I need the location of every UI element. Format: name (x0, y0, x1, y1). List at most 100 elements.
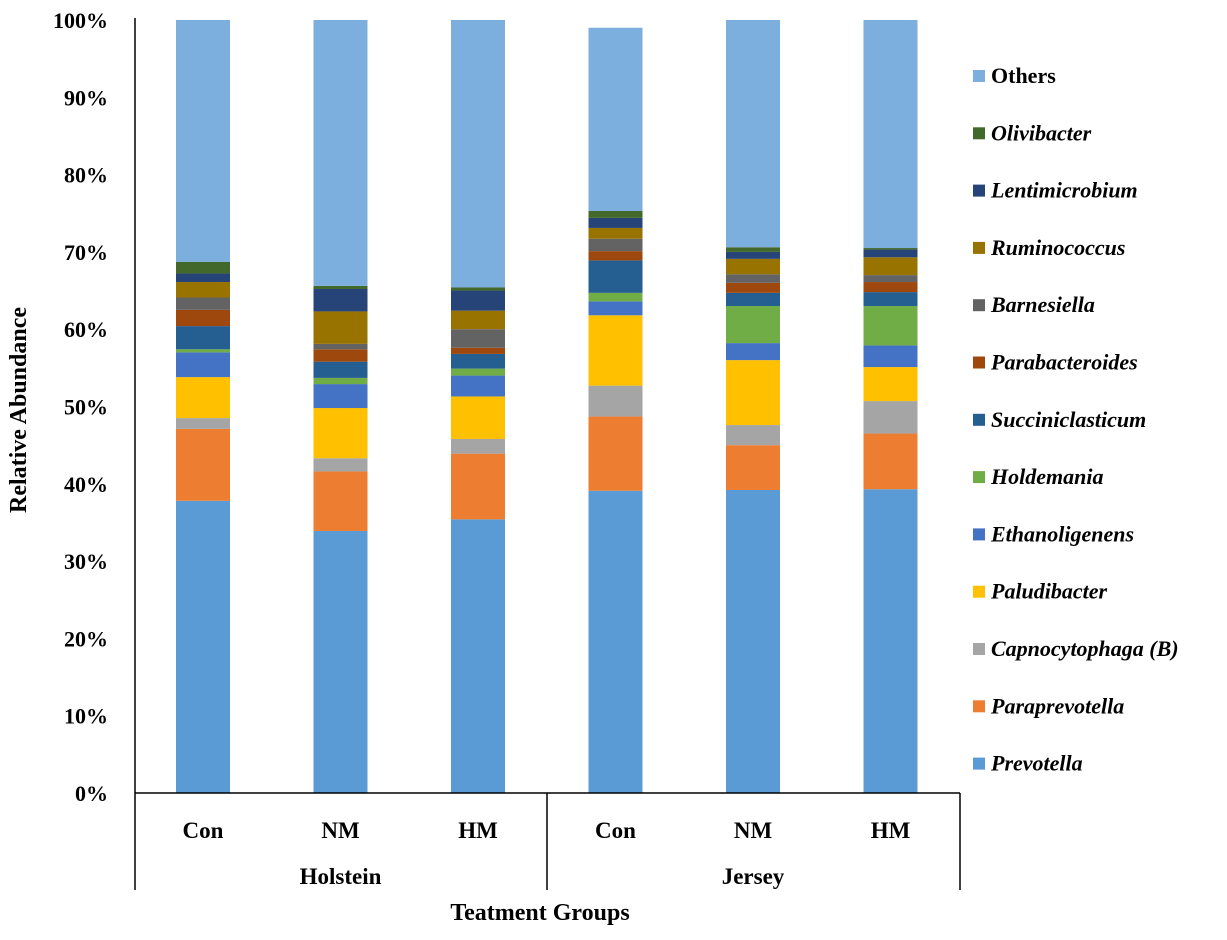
legend-label: Prevotella (990, 751, 1083, 776)
bar-segment-ruminococcus-5 (863, 257, 918, 276)
legend-label: Paraprevotella (990, 693, 1124, 718)
bar-segment-capnocytophaga-b-4 (726, 425, 780, 446)
legend-swatch (973, 700, 985, 713)
bar-segment-holdemania-4 (726, 306, 780, 344)
bar-segment-barnesiella-4 (726, 274, 780, 283)
bar-segment-succiniclasticum-5 (863, 292, 918, 307)
y-tick-label: 60% (64, 317, 108, 342)
bar-segment-others-3 (588, 27, 643, 211)
legend-swatch (973, 643, 985, 655)
bar-segment-olivibacter-3 (588, 210, 643, 218)
bar-segment-prevotella-3 (588, 490, 643, 793)
bar-segment-succiniclasticum-1 (313, 361, 368, 378)
legend-item: Lentimicrobium (973, 178, 1138, 203)
bar-segment-parabacteroides-5 (863, 282, 918, 293)
legend-item: Prevotella (973, 751, 1083, 776)
bar-segment-ruminococcus-2 (451, 310, 505, 330)
bar-segment-lentimicrobium-3 (588, 217, 643, 228)
y-tick-label: 0% (75, 781, 108, 806)
legend-swatch (973, 241, 985, 254)
bar-segment-capnocytophaga-b-1 (313, 458, 368, 472)
legend-label: Olivibacter (991, 120, 1092, 145)
x-tick-label: Con (183, 818, 224, 843)
bar-segment-paludibacter-3 (588, 315, 643, 386)
bar-segment-paludibacter-1 (313, 408, 368, 459)
bar-segment-barnesiella-1 (313, 343, 368, 350)
bar-segment-olivibacter-5 (863, 248, 918, 250)
legend-label: Others (991, 63, 1056, 88)
legend-swatch (973, 528, 985, 541)
bar-segment-succiniclasticum-0 (176, 326, 230, 350)
bar-segment-ethanoligenens-3 (588, 301, 643, 316)
y-tick-label: 40% (64, 472, 108, 497)
legend-label: Barnesiella (990, 292, 1095, 317)
bar-segment-paraprevotella-2 (451, 453, 505, 520)
y-tick-label: 90% (64, 85, 108, 110)
bar-segment-barnesiella-0 (176, 297, 230, 310)
legend-item: Paraprevotella (973, 693, 1124, 718)
bar-segment-others-1 (313, 20, 368, 286)
bar-segment-succiniclasticum-3 (588, 260, 643, 293)
bar-segment-ethanoligenens-5 (863, 345, 918, 368)
bar-segment-holdemania-5 (863, 306, 918, 346)
bar-segment-lentimicrobium-4 (726, 251, 780, 259)
legend-swatch (973, 757, 985, 770)
legend-item: Ruminococcus (973, 235, 1125, 260)
bar-segment-paludibacter-4 (726, 360, 780, 426)
legend-item: Succiniclasticum (973, 407, 1146, 432)
bar-segment-ruminococcus-1 (313, 311, 368, 344)
legend-swatch (973, 70, 985, 82)
bar-segment-capnocytophaga-b-2 (451, 438, 505, 454)
axes (134, 18, 961, 890)
bar-segment-lentimicrobium-2 (451, 290, 505, 311)
bar-segment-others-4 (726, 20, 780, 248)
bar-segment-others-2 (451, 20, 505, 288)
y-tick-label: 30% (64, 549, 108, 574)
legend-item: Barnesiella (973, 292, 1095, 317)
legend-item: Olivibacter (973, 120, 1092, 145)
bar-segment-ethanoligenens-0 (176, 352, 230, 378)
bar-segment-prevotella-0 (176, 500, 230, 793)
x-tick-label: HM (458, 818, 498, 843)
bar-segment-ethanoligenens-1 (313, 384, 368, 409)
bar-segment-paraprevotella-4 (726, 445, 780, 490)
legend-item: Holdemania (973, 464, 1103, 489)
x-axis-title: Teatment Groups (450, 900, 629, 926)
legend-swatch (973, 299, 985, 312)
bar-segment-olivibacter-0 (176, 261, 230, 274)
y-axis-ticks: 0% 10% 20% 30% 40% 50% 60% 70% 80% 90% 100% (53, 8, 108, 806)
legend-label: Parabacteroides (990, 350, 1138, 375)
bar-segment-prevotella-4 (726, 489, 780, 793)
x-axis-labels: Con NM HM Con NM HM Holstein Jersey (183, 818, 911, 889)
bar-segment-succiniclasticum-2 (451, 353, 505, 369)
bar-segment-paludibacter-5 (863, 367, 918, 402)
bar-segment-parabacteroides-2 (451, 347, 505, 354)
legend-swatch (973, 471, 985, 484)
legend-label: Lentimicrobium (990, 178, 1138, 203)
bar-segment-barnesiella-3 (588, 238, 643, 252)
legend-swatch (973, 585, 985, 598)
legend-item: Paludibacter (973, 579, 1108, 604)
bar-segment-ruminococcus-0 (176, 282, 230, 298)
legend-label: Succiniclasticum (991, 407, 1146, 432)
legend-item: Capnocytophaga (B) (973, 636, 1179, 661)
legend-label: Capnocytophaga (B) (991, 636, 1179, 661)
bar-segment-parabacteroides-1 (313, 349, 368, 362)
bar-segment-olivibacter-4 (726, 247, 780, 252)
bar-segment-prevotella-5 (863, 489, 918, 793)
bar-segment-lentimicrobium-1 (313, 289, 368, 312)
bar-segment-paludibacter-2 (451, 396, 505, 439)
x-tick-label: HM (871, 818, 911, 843)
bar-segment-parabacteroides-3 (588, 251, 643, 261)
bar-segment-parabacteroides-4 (726, 282, 780, 293)
group-label: Holstein (300, 864, 382, 889)
legend-label: Paludibacter (990, 579, 1108, 604)
bar-segment-ruminococcus-4 (726, 258, 780, 275)
legend-item: Others (973, 63, 1056, 88)
bar-segment-holdemania-1 (313, 377, 368, 385)
bar-segment-succiniclasticum-4 (726, 292, 780, 307)
bar-segment-ethanoligenens-2 (451, 375, 505, 397)
bar-segment-capnocytophaga-b-5 (863, 401, 918, 434)
x-tick-label: Con (595, 818, 636, 843)
